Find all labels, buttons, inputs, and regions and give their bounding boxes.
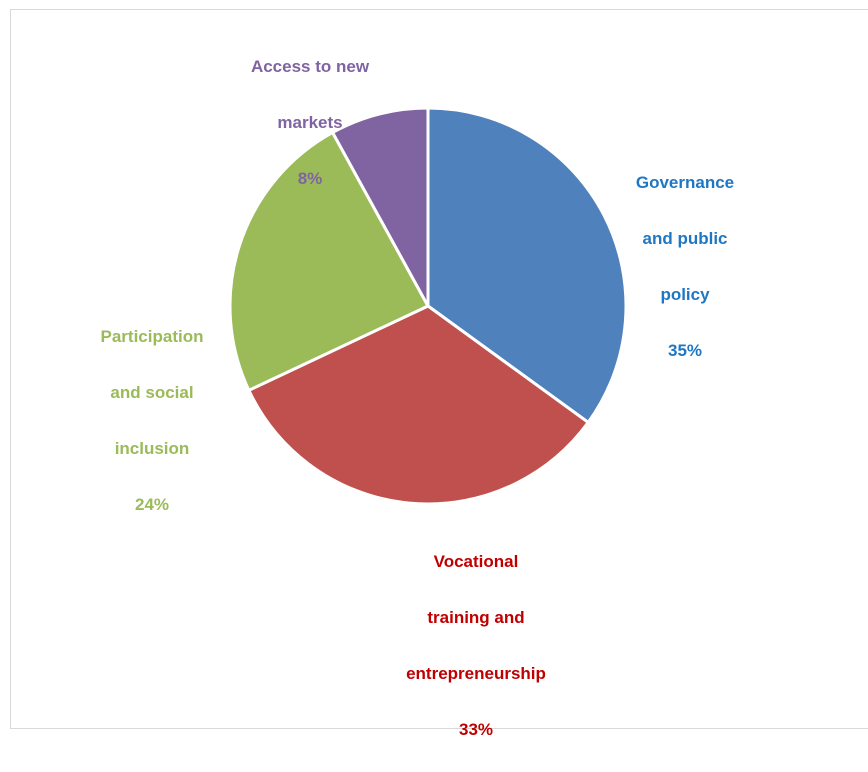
slice-label-vocational: Vocational training and entrepreneurship… <box>376 520 576 772</box>
slice-label-line: markets <box>277 113 343 132</box>
slice-label-participation: Participation and social inclusion 24% <box>72 295 232 547</box>
slice-value-label: 33% <box>458 720 494 739</box>
pie-slice-access-to-new-markets <box>331 106 430 308</box>
slice-label-line: Vocational <box>433 552 519 571</box>
pie-slice-governance-and-public-policy <box>426 106 628 424</box>
slice-label-access: Access to new markets 8% <box>225 25 395 221</box>
slice-value-label: 24% <box>134 495 170 514</box>
slice-label-line: training and <box>427 608 525 627</box>
slice-label-line: and social <box>110 383 194 402</box>
slice-value-label: 35% <box>667 341 703 360</box>
slice-label-line: and public <box>642 229 728 248</box>
pie-chart <box>228 106 628 506</box>
slice-label-line: Access to new <box>250 57 370 76</box>
slice-label-line: Governance <box>635 173 735 192</box>
slice-label-line: policy <box>660 285 710 304</box>
slice-label-line: entrepreneurship <box>406 664 546 683</box>
slice-label-governance: Governance and public policy 35% <box>605 141 765 393</box>
pie-slice-vocational-training-and-entrepreneurship <box>247 304 590 506</box>
slice-value-label: 8% <box>297 169 323 188</box>
slice-label-line: Participation <box>100 327 204 346</box>
pie-slice-participation-and-social-inclusion <box>228 130 430 392</box>
slice-label-line: inclusion <box>114 439 190 458</box>
